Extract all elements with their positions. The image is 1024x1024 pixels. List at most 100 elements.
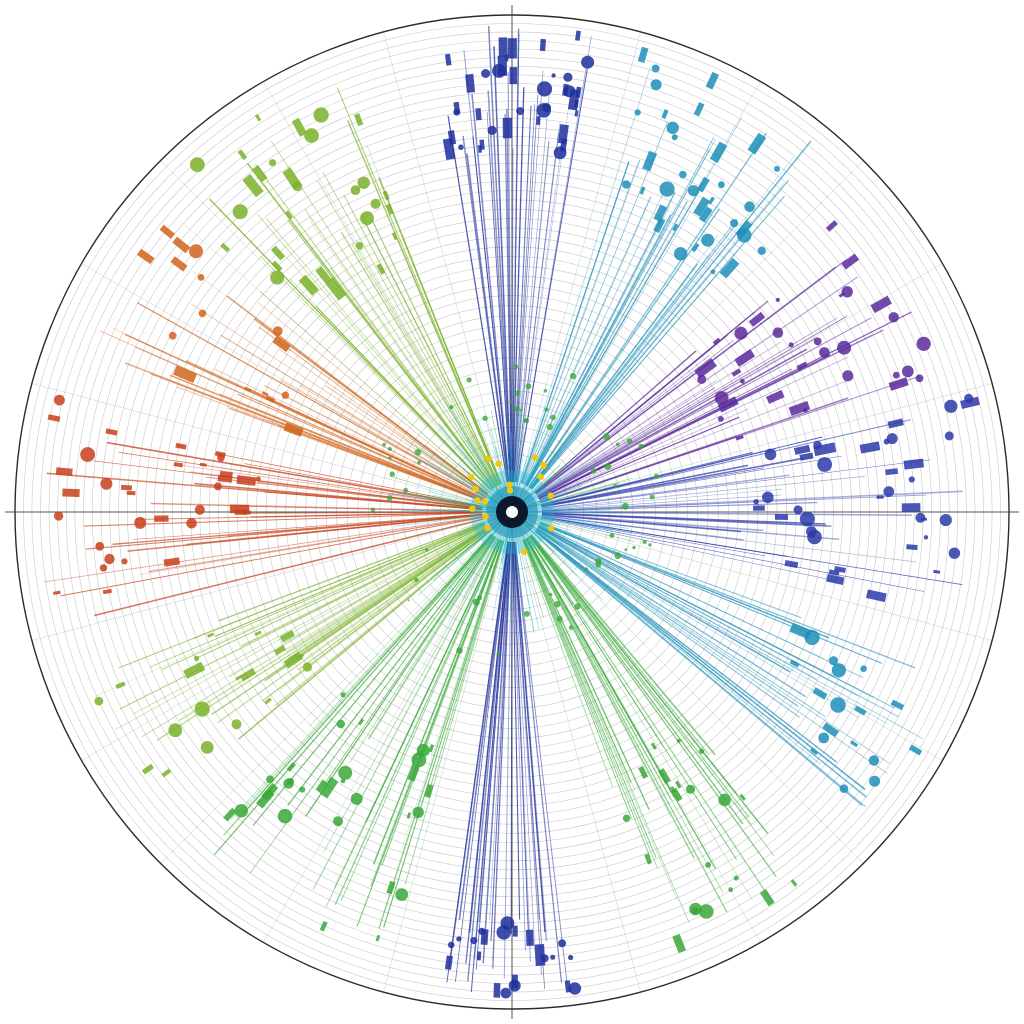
blob: [908, 476, 915, 483]
blob-dash: [753, 505, 765, 511]
blob: [733, 875, 739, 881]
streak: [279, 349, 488, 496]
streak: [150, 372, 485, 502]
blob: [734, 326, 748, 340]
streak: [537, 526, 791, 673]
streak: [193, 271, 489, 495]
inner-dot: [472, 598, 480, 606]
blob-dash: [183, 661, 206, 679]
streak: [333, 538, 500, 889]
streak: [525, 538, 672, 819]
streak: [325, 538, 500, 908]
blob-dash: [657, 768, 671, 784]
center-yellow-dot: [506, 487, 514, 494]
streak: [503, 541, 513, 979]
center-yellow-dot: [547, 492, 554, 499]
blob-dash: [173, 462, 184, 468]
blob: [104, 553, 115, 565]
blob-dash: [933, 569, 941, 574]
blob: [268, 159, 277, 167]
streak: [525, 148, 711, 486]
blob-dash: [901, 503, 921, 512]
streak: [534, 530, 863, 807]
streak: [229, 407, 485, 503]
blob-dash: [283, 651, 304, 669]
streak: [530, 156, 795, 489]
streak: [536, 528, 799, 707]
streak: [529, 222, 738, 489]
streak: [537, 527, 860, 719]
streak: [253, 318, 489, 495]
inner-dot: [556, 615, 563, 622]
blob-dash: [960, 396, 980, 410]
blob: [699, 748, 705, 754]
streak: [383, 540, 504, 928]
inner-dot: [602, 433, 610, 441]
streak: [529, 535, 752, 825]
blob-dash: [175, 442, 187, 450]
streak: [512, 541, 526, 951]
blob: [622, 180, 631, 189]
blob-dash: [223, 807, 237, 822]
blob-dash: [357, 718, 365, 726]
blob: [336, 719, 345, 729]
blob: [168, 331, 177, 340]
streak: [525, 537, 672, 801]
streak: [93, 460, 483, 509]
blob-dash: [705, 71, 720, 90]
blob-dash: [62, 488, 80, 498]
streak: [475, 541, 511, 970]
streak: [541, 474, 790, 509]
blob: [333, 816, 343, 827]
streak: [512, 87, 525, 483]
streak: [529, 234, 719, 489]
blob-dash: [644, 853, 653, 865]
streak: [492, 541, 512, 969]
streak: [522, 121, 668, 485]
inner-dot: [387, 446, 392, 452]
streak: [513, 70, 544, 483]
streak: [191, 303, 487, 496]
center-white-dot: [506, 506, 518, 518]
blob-dash: [141, 763, 155, 775]
blob-dash: [525, 929, 534, 947]
blob-dash: [215, 451, 226, 458]
blob-dash: [385, 203, 394, 215]
streak: [524, 188, 666, 486]
inner-dot: [626, 438, 633, 445]
blob-dash: [219, 470, 233, 479]
streak: [118, 451, 483, 508]
streak: [538, 525, 859, 697]
blob: [168, 723, 183, 738]
inner-dot: [621, 502, 629, 510]
blob-dash: [264, 697, 272, 705]
streak: [541, 516, 788, 557]
center-yellow-dot: [468, 473, 475, 480]
blob-dash: [282, 167, 302, 190]
blob-dash: [825, 220, 838, 232]
blob: [901, 365, 914, 378]
blob: [456, 936, 462, 942]
blob-dash: [717, 396, 739, 413]
blob-dash: [735, 219, 753, 239]
blob: [508, 979, 521, 992]
streak: [535, 529, 866, 791]
streak: [530, 535, 769, 834]
streak: [513, 541, 545, 989]
blob: [685, 784, 696, 794]
blob: [340, 778, 346, 784]
blob: [886, 433, 898, 445]
blob: [650, 79, 662, 91]
streak: [541, 494, 782, 511]
blob-dash: [105, 428, 118, 436]
streak: [169, 374, 485, 502]
spoke: [160, 511, 513, 864]
streak: [527, 537, 753, 900]
blob: [775, 297, 780, 302]
streak: [539, 522, 830, 639]
blob: [313, 107, 329, 123]
spoke: [160, 160, 513, 513]
blob-dash: [826, 574, 845, 585]
center-yellow-dot: [547, 525, 555, 532]
blob: [869, 775, 881, 787]
